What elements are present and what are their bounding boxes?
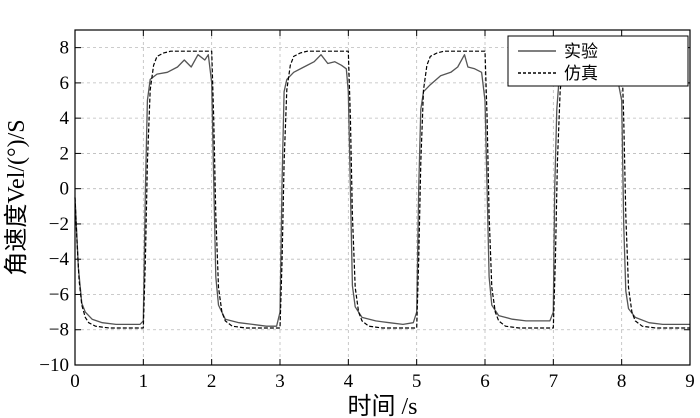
grid: [74, 30, 691, 366]
y-tick-label: 0: [60, 179, 70, 200]
y-tick-labels: −10 −8 −6 −4 −2 0 2 4 6 8: [39, 38, 69, 376]
legend-label-simulation: 仿真: [564, 64, 598, 83]
x-tick-label: 4: [344, 371, 354, 392]
x-tick-label: 3: [275, 371, 285, 392]
y-tick-label: 2: [60, 143, 70, 164]
y-tick-label: 6: [60, 73, 70, 94]
x-axis-label: 时间 /s: [347, 393, 417, 418]
x-tick-label: 7: [549, 371, 559, 392]
y-tick-label: −2: [49, 214, 69, 235]
legend-label-experiment: 实验: [564, 42, 598, 61]
x-tick-labels: 0 1 2 3 4 5 6 7 8 9: [70, 371, 695, 392]
plot-frame: [74, 29, 691, 366]
series-line-experiment: [74, 54, 690, 327]
y-tick-label: 4: [60, 108, 70, 129]
y-tick-label: 8: [60, 38, 70, 59]
legend-box: [507, 35, 689, 87]
series-layer: [74, 50, 690, 329]
x-tick-label: 0: [70, 371, 80, 392]
y-tick-label: −10: [39, 355, 69, 376]
y-axis-label: 角速度Vel/(°)/S: [3, 119, 30, 275]
y-tick-label: −4: [49, 249, 70, 270]
x-tick-label: 1: [139, 371, 149, 392]
x-tick-label: 9: [685, 371, 695, 392]
x-tick-label: 2: [207, 371, 217, 392]
series-line-simulation: [74, 50, 690, 329]
y-tick-label: −8: [49, 320, 69, 341]
x-tick-label: 5: [412, 371, 422, 392]
x-tick-label: 6: [480, 371, 490, 392]
legend: 实验 仿真: [507, 35, 689, 87]
y-tick-label: −6: [49, 284, 69, 305]
x-tick-label: 8: [617, 371, 627, 392]
